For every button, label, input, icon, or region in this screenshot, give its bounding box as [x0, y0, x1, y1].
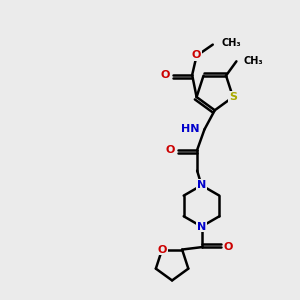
Text: N: N	[197, 180, 206, 190]
Text: CH₃: CH₃	[221, 38, 241, 48]
Text: HN: HN	[181, 124, 199, 134]
Text: N: N	[197, 222, 206, 232]
Text: O: O	[224, 242, 233, 252]
Text: O: O	[158, 244, 167, 254]
Text: O: O	[161, 70, 170, 80]
Text: CH₃: CH₃	[244, 56, 263, 66]
Text: O: O	[166, 145, 175, 155]
Text: O: O	[192, 50, 201, 60]
Text: S: S	[229, 92, 237, 102]
